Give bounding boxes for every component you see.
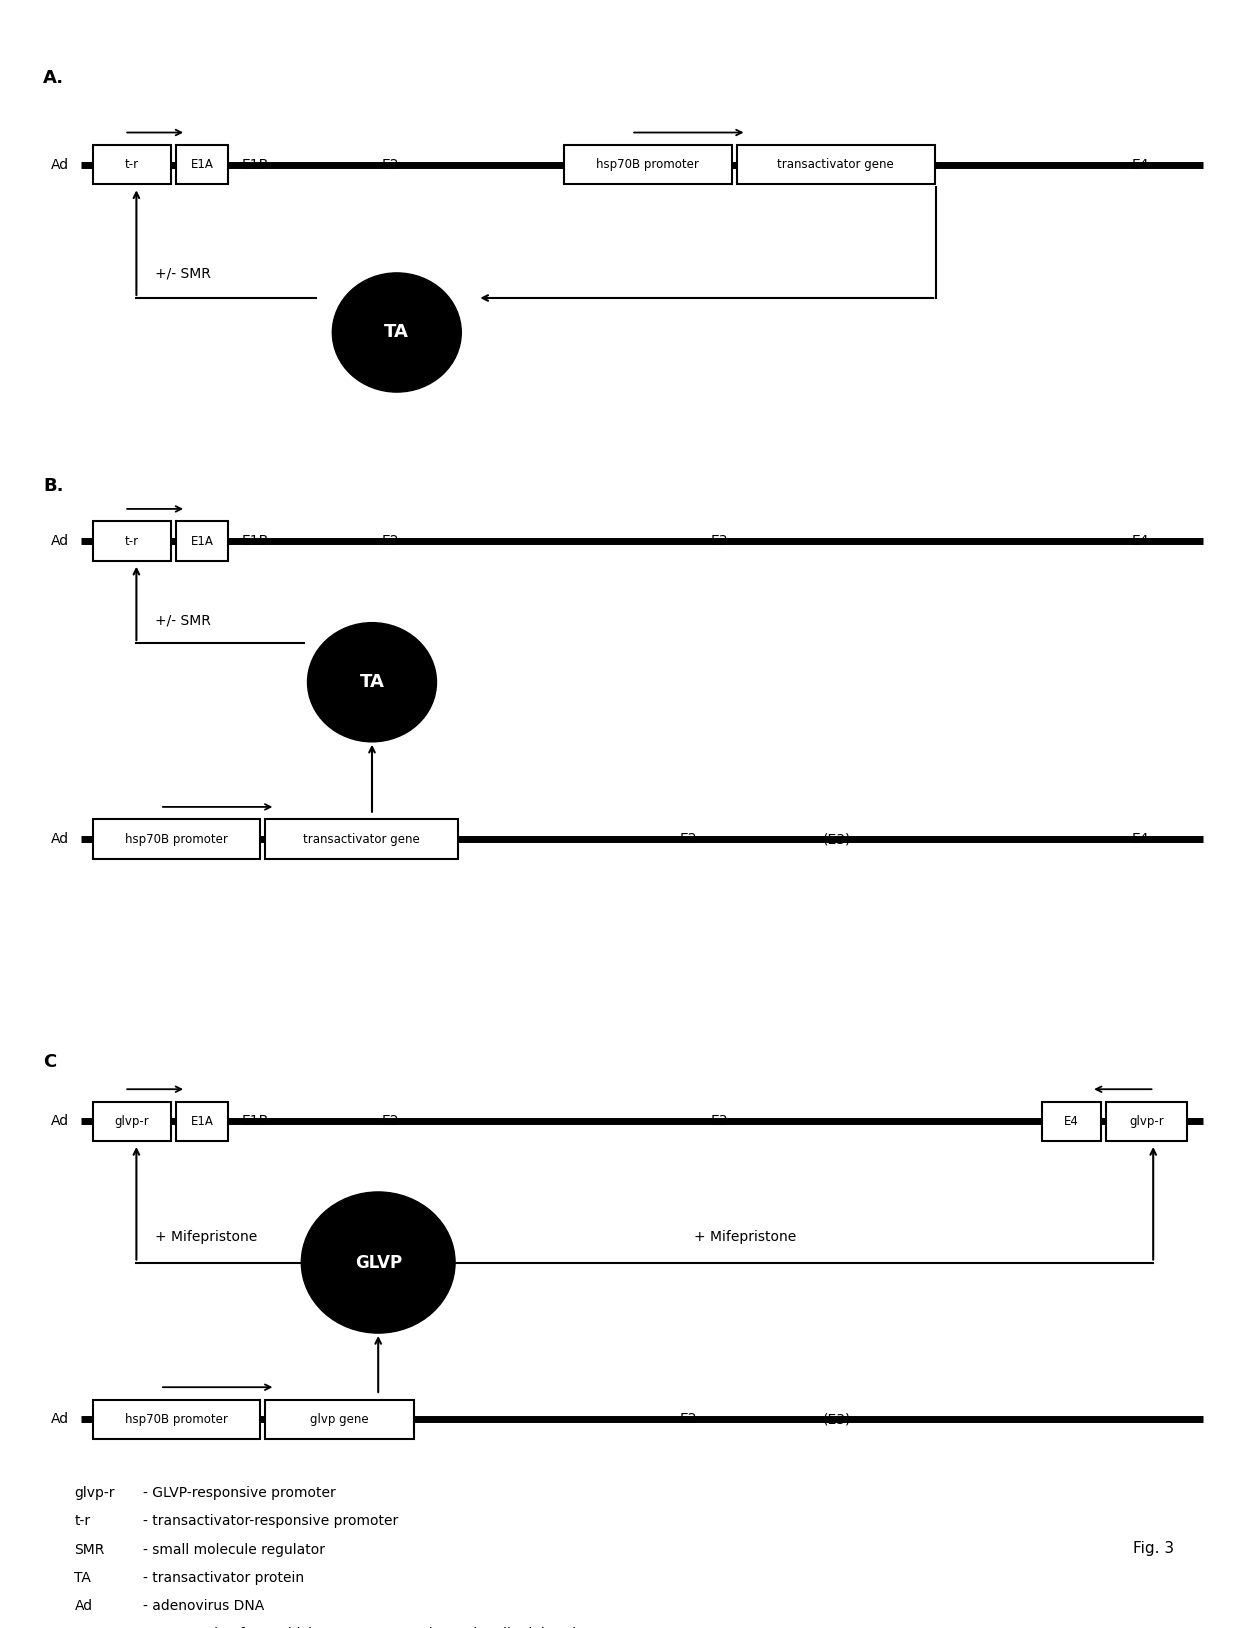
Text: E1B: E1B (242, 1115, 269, 1128)
Ellipse shape (308, 622, 436, 742)
Text: B.: B. (43, 477, 64, 495)
Bar (265, 819, 458, 858)
Text: transactivator gene: transactivator gene (777, 158, 894, 171)
Text: E4: E4 (1132, 158, 1149, 171)
Text: transactivator gene: transactivator gene (303, 832, 420, 845)
Text: E1A: E1A (191, 1115, 213, 1128)
Text: (E3): (E3) (823, 1413, 851, 1426)
Text: +/- SMR: +/- SMR (155, 267, 211, 280)
Text: Ad: Ad (51, 534, 68, 549)
Bar (265, 1400, 414, 1439)
Text: GLVP: GLVP (355, 1254, 402, 1271)
Text: t-r: t-r (125, 158, 139, 171)
Text: E1B: E1B (242, 534, 269, 549)
Text: t-r: t-r (74, 1514, 91, 1529)
Text: E2: E2 (382, 534, 399, 549)
Text: Ad: Ad (51, 158, 68, 171)
Bar (93, 521, 171, 560)
Text: hsp70B promoter: hsp70B promoter (596, 158, 699, 171)
Text: SMR: SMR (74, 1543, 104, 1556)
Text: Ad: Ad (51, 832, 68, 847)
Text: TA: TA (384, 324, 409, 342)
Bar (1042, 1102, 1101, 1141)
Text: (E3): (E3) (823, 832, 851, 847)
Text: - adenovirus DNA: - adenovirus DNA (143, 1599, 264, 1613)
Text: Ad: Ad (74, 1599, 93, 1613)
Text: glvp-r: glvp-r (114, 1115, 150, 1128)
Bar (564, 145, 732, 184)
Text: E1A: E1A (191, 534, 213, 547)
Bar (93, 1102, 171, 1141)
Text: E3: E3 (711, 534, 728, 549)
Text: + Mifepristone: + Mifepristone (694, 1229, 796, 1244)
Text: E3: E3 (711, 1115, 728, 1128)
Text: hsp70B promoter: hsp70B promoter (125, 832, 228, 845)
Text: E2: E2 (680, 1413, 697, 1426)
Text: glvp-r: glvp-r (1128, 1115, 1164, 1128)
Bar (176, 521, 228, 560)
Text: E4: E4 (1064, 1115, 1079, 1128)
Text: TA: TA (74, 1571, 92, 1584)
Text: Ad: Ad (51, 1413, 68, 1426)
Ellipse shape (332, 274, 461, 392)
Bar (176, 1102, 228, 1141)
Text: E1B: E1B (242, 158, 269, 171)
Text: hsp70B promoter: hsp70B promoter (125, 1413, 228, 1426)
Text: E4: E4 (1132, 832, 1149, 847)
Ellipse shape (301, 1192, 455, 1333)
Text: E1A: E1A (191, 158, 213, 171)
Text: - transactivator protein: - transactivator protein (143, 1571, 304, 1584)
Text: Ad: Ad (51, 1115, 68, 1128)
Text: - transactivator-responsive promoter: - transactivator-responsive promoter (143, 1514, 398, 1529)
Text: E2: E2 (382, 1115, 399, 1128)
Bar (93, 1400, 260, 1439)
Text: C: C (43, 1053, 57, 1071)
Bar (93, 145, 171, 184)
Text: + Mifepristone: + Mifepristone (155, 1229, 257, 1244)
Text: TA: TA (360, 674, 384, 692)
Text: Fig. 3: Fig. 3 (1132, 1540, 1174, 1556)
Text: glvp gene: glvp gene (310, 1413, 370, 1426)
Bar (93, 819, 260, 858)
Text: t-r: t-r (125, 534, 139, 547)
Text: E4: E4 (1132, 534, 1149, 549)
Bar (176, 145, 228, 184)
Bar (1106, 1102, 1187, 1141)
Text: A.: A. (43, 70, 64, 88)
Text: - small molecule regulator: - small molecule regulator (143, 1543, 325, 1556)
Text: glvp-r: glvp-r (74, 1486, 115, 1499)
Text: - GLVP-responsive promoter: - GLVP-responsive promoter (143, 1486, 335, 1499)
Text: E2: E2 (680, 832, 697, 847)
Text: E2: E2 (382, 158, 399, 171)
Bar (737, 145, 935, 184)
Text: +/- SMR: +/- SMR (155, 614, 211, 627)
